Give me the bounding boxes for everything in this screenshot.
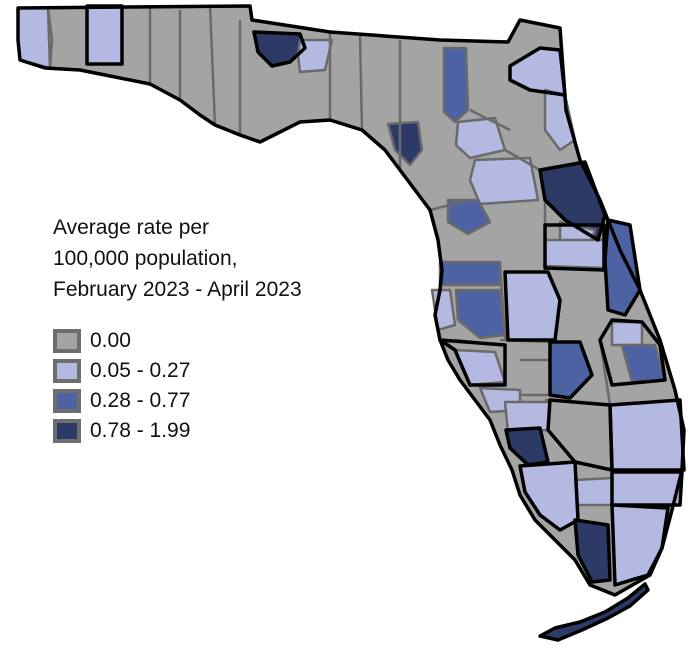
- county-orange: [543, 238, 606, 270]
- county-escambia: [16, 6, 54, 70]
- legend-label: 0.00: [90, 329, 131, 352]
- legend-title-line-3: February 2023 - April 2023: [53, 278, 302, 301]
- county-citrus: [446, 198, 492, 236]
- legend-title: Average rate per 100,000 population, Feb…: [53, 212, 302, 305]
- legend-label: 0.05 - 0.27: [90, 359, 191, 382]
- legend-swatch: [53, 329, 81, 353]
- legend-item: 0.00: [53, 326, 190, 356]
- legend-item: 0.05 - 0.27: [53, 356, 190, 386]
- county-hendry: [573, 476, 614, 507]
- county-marion: [468, 156, 540, 206]
- county-okaloosa: [85, 4, 124, 66]
- legend: 0.00 0.05 - 0.27 0.28 - 0.77 0.78 - 1.99: [53, 326, 190, 446]
- legend-swatch: [53, 389, 81, 413]
- county-columbia: [442, 46, 470, 124]
- legend-swatch: [53, 419, 81, 443]
- county-palmbeach: [608, 398, 686, 477]
- legend-label: 0.28 - 0.77: [90, 389, 191, 412]
- legend-title-line-1: Average rate per: [53, 216, 210, 239]
- county-indianriver: [610, 320, 644, 347]
- keys: [538, 582, 650, 642]
- legend-label: 0.78 - 1.99: [90, 419, 191, 442]
- legend-title-line-2: 100,000 population,: [53, 247, 238, 270]
- county-pasco: [438, 260, 502, 287]
- legend-swatch: [53, 359, 81, 383]
- county-dixie: [386, 120, 424, 167]
- legend-item: 0.28 - 0.77: [53, 386, 190, 416]
- legend-item: 0.78 - 1.99: [53, 416, 190, 446]
- county-monroe-main: [573, 518, 612, 584]
- county-miamidade: [610, 503, 670, 587]
- county-broward: [610, 470, 684, 507]
- county-hillsborough: [454, 288, 507, 340]
